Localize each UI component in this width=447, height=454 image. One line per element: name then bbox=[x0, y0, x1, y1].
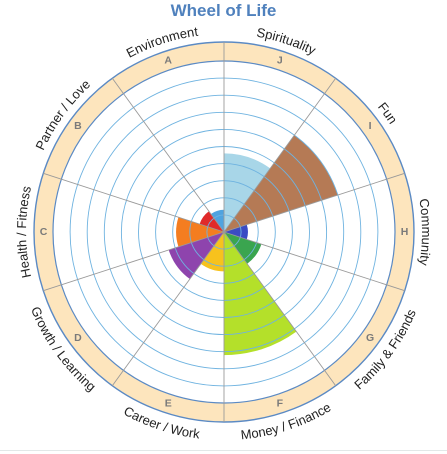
spoke-line bbox=[223, 231, 405, 292]
wedge-health-fitness bbox=[176, 217, 224, 247]
segment-letters: J I H G F E D C B A bbox=[40, 54, 409, 409]
spoke-line bbox=[223, 231, 337, 386]
segment-letter: A bbox=[164, 54, 172, 66]
wedge-growth-learning bbox=[168, 232, 224, 280]
wedge-partner-love bbox=[199, 211, 224, 232]
spoke-line bbox=[43, 231, 225, 292]
segment-letter: I bbox=[369, 120, 372, 132]
wedge-money-finance bbox=[224, 232, 297, 356]
spokes bbox=[43, 42, 405, 422]
category-label: Community bbox=[416, 198, 434, 268]
segment-letter: J bbox=[277, 54, 283, 66]
segment-letter: G bbox=[366, 332, 374, 344]
bottom-divider bbox=[0, 450, 447, 451]
spoke-line bbox=[43, 172, 225, 233]
spoke-line bbox=[223, 172, 405, 233]
segment-letter: B bbox=[74, 120, 82, 132]
wedge-fun bbox=[224, 135, 338, 232]
spoke-line bbox=[111, 231, 225, 386]
segment-letter: C bbox=[40, 226, 48, 238]
segment-letter: F bbox=[277, 398, 284, 410]
wedge-community bbox=[224, 224, 248, 240]
segment-letter: D bbox=[74, 332, 82, 344]
wedge-family-friends bbox=[224, 232, 262, 264]
segment-letter: H bbox=[401, 226, 409, 238]
spoke-line bbox=[111, 78, 225, 233]
value-wedges bbox=[168, 135, 338, 356]
segment-letter: E bbox=[165, 398, 172, 410]
category-label: Health / Fitness bbox=[14, 184, 34, 279]
spoke-line bbox=[223, 78, 337, 233]
chart-title: Wheel of Life bbox=[170, 1, 277, 20]
